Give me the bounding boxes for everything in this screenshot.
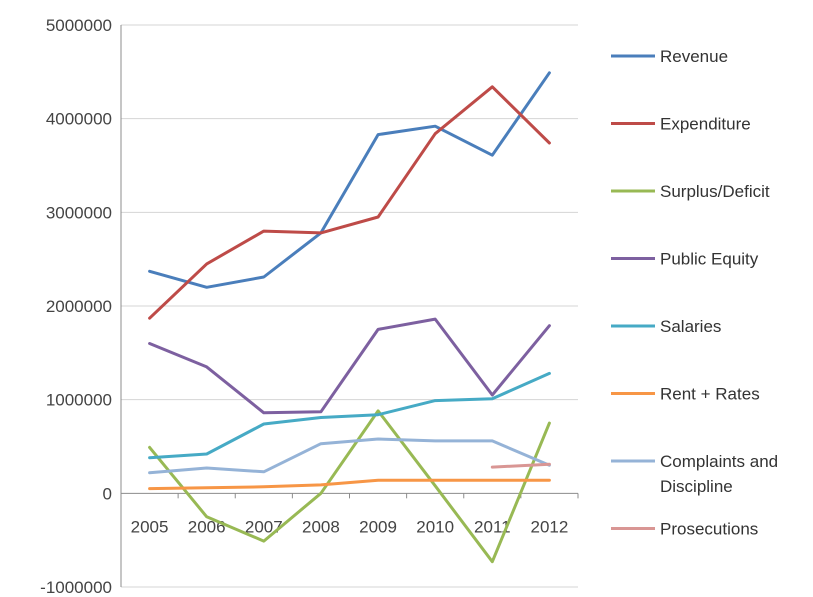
series-lines [148,71,551,564]
y-tick-label: 2000000 [46,297,112,316]
series-line [148,71,551,289]
y-tick-label: 4000000 [46,110,112,129]
gridlines [121,24,578,588]
y-tick-label: 3000000 [46,203,112,222]
y-tick-label: 1000000 [46,391,112,410]
y-tick-label: -1000000 [40,578,112,597]
legend-label: Public Equity [660,250,759,269]
series-line [148,317,551,415]
series-line [148,478,551,491]
legend-label: Discipline [660,477,733,496]
series-line [148,409,551,564]
x-tick-label: 2011 [474,517,511,536]
legend-label: Expenditure [660,115,751,134]
x-tick-label: 2007 [245,517,283,536]
x-tick-label: 2009 [359,517,397,536]
series-line [148,85,551,320]
legend-label: Prosecutions [660,520,758,539]
legend-label: Revenue [660,47,728,66]
axes: -1000000 0 1000000 2000000 3000000 4000000 500… [40,16,579,597]
x-tick-label: 2008 [302,517,340,536]
legend-label: Complaints and [660,452,778,471]
legend-label: Surplus/Deficit [660,182,770,201]
series-line [148,437,551,475]
legend: Revenue Expenditure Surplus/Deficit Public … [611,47,778,539]
legend-label: Salaries [660,317,721,336]
series-line [490,462,551,469]
x-tick-label: 2012 [531,517,569,536]
x-tick-label: 2010 [416,517,454,536]
series-line [148,371,551,460]
y-tick-label: 5000000 [46,16,112,35]
x-tick-label: 2005 [131,517,169,536]
legend-label: Rent + Rates [660,385,760,404]
x-tick-label: 2006 [188,517,226,536]
y-tick-label: 0 [103,484,112,503]
